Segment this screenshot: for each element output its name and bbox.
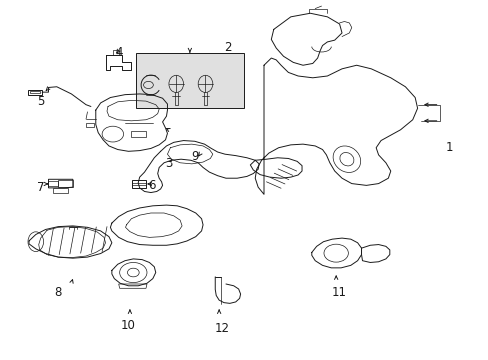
Text: 11: 11	[331, 287, 346, 300]
Text: 5: 5	[37, 95, 44, 108]
Text: 8: 8	[55, 287, 62, 300]
Text: 10: 10	[121, 319, 136, 332]
Text: 1: 1	[445, 141, 452, 154]
Text: 7: 7	[37, 181, 44, 194]
Text: 12: 12	[215, 322, 229, 335]
Text: 3: 3	[165, 157, 172, 170]
Ellipse shape	[28, 232, 43, 252]
Text: 4: 4	[115, 46, 122, 59]
Text: 9: 9	[191, 150, 198, 163]
Text: 2: 2	[223, 41, 231, 54]
Text: 6: 6	[148, 179, 155, 192]
Bar	[136, 53, 243, 108]
